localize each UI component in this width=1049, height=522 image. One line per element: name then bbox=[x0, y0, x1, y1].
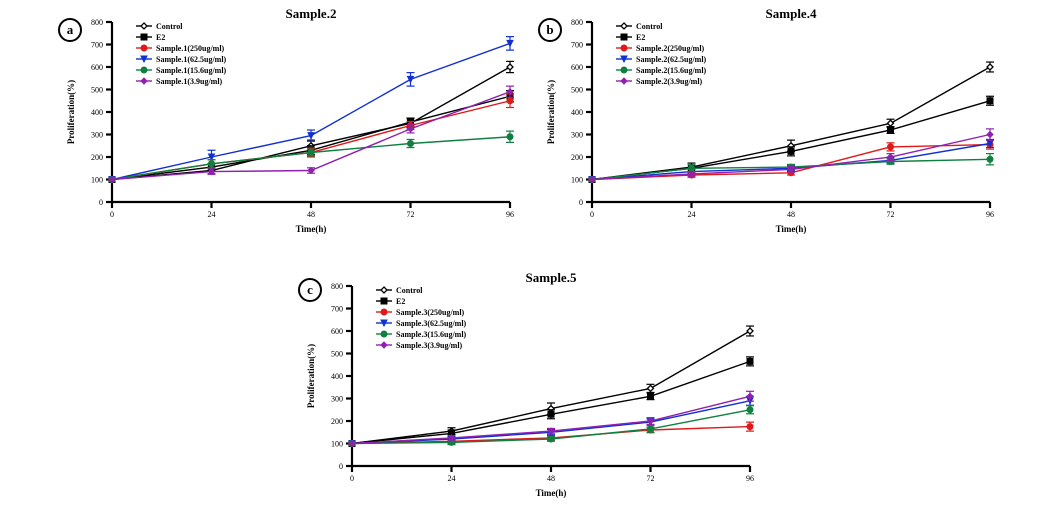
legend-label: Sample.1(62.5ug/ml) bbox=[156, 55, 227, 64]
x-tick-label: 48 bbox=[307, 210, 315, 219]
y-tick-label: 700 bbox=[571, 41, 583, 50]
x-tick-label: 24 bbox=[448, 474, 456, 483]
y-tick-label: 800 bbox=[91, 18, 103, 27]
x-tick-label: 0 bbox=[110, 210, 114, 219]
x-axis-label: Time(h) bbox=[296, 224, 327, 234]
legend: Control E2 Sample.3(250ug/ml) Sample.3(62.5… bbox=[376, 286, 467, 350]
legend-label: Sample.3(250ug/ml) bbox=[396, 308, 465, 317]
x-tick-label: 72 bbox=[647, 474, 655, 483]
y-tick-label: 200 bbox=[571, 153, 583, 162]
x-axis-label: Time(h) bbox=[536, 488, 567, 498]
y-axis-label: Proliferation(%) bbox=[306, 344, 316, 408]
legend-label: Sample.3(62.5ug/ml) bbox=[396, 319, 467, 328]
y-tick-label: 500 bbox=[571, 86, 583, 95]
legend-label: E2 bbox=[636, 33, 645, 42]
y-tick-label: 700 bbox=[91, 41, 103, 50]
chart-panel-c: 0 100 200 300 400 500 600 700 800 0 24 48 72 96 Time(h… bbox=[298, 270, 758, 500]
y-tick-label: 800 bbox=[571, 18, 583, 27]
x-tick-label: 96 bbox=[986, 210, 994, 219]
legend: Control E2 Sample.2(250ug/ml) Sample.2(62.5… bbox=[616, 22, 707, 86]
y-tick-label: 0 bbox=[579, 198, 583, 207]
y-tick-label: 200 bbox=[91, 153, 103, 162]
y-tick-label: 700 bbox=[331, 305, 343, 314]
x-axis-label: Time(h) bbox=[776, 224, 807, 234]
legend-label: Sample.2(250ug/ml) bbox=[636, 44, 705, 53]
x-tick-label: 72 bbox=[407, 210, 415, 219]
legend-label: Control bbox=[636, 22, 663, 31]
x-tick-label: 0 bbox=[350, 474, 354, 483]
legend-label: E2 bbox=[156, 33, 165, 42]
legend-label: Control bbox=[156, 22, 183, 31]
y-tick-label: 100 bbox=[571, 176, 583, 185]
panel-badge-b: b bbox=[538, 18, 562, 42]
legend-label: Sample.2(3.9ug/ml) bbox=[636, 77, 703, 86]
x-tick-label: 96 bbox=[746, 474, 754, 483]
y-tick-label: 100 bbox=[331, 440, 343, 449]
y-axis-label: Proliferation(%) bbox=[66, 80, 76, 144]
y-tick-label: 500 bbox=[91, 86, 103, 95]
panel-badge-a: a bbox=[58, 18, 82, 42]
y-tick-label: 0 bbox=[99, 198, 103, 207]
y-tick-label: 600 bbox=[571, 63, 583, 72]
legend-label: Sample.3(3.9ug/ml) bbox=[396, 341, 463, 350]
y-tick-label: 300 bbox=[331, 395, 343, 404]
legend: Control E2 Sample.1(250ug/ml) Sample.1(62.5… bbox=[136, 22, 227, 86]
chart-title: Sample.5 bbox=[526, 270, 577, 285]
legend-label: Control bbox=[396, 286, 423, 295]
legend-label: Sample.1(3.9ug/ml) bbox=[156, 77, 223, 86]
x-tick-label: 72 bbox=[887, 210, 895, 219]
y-tick-label: 600 bbox=[331, 327, 343, 336]
y-tick-label: 200 bbox=[331, 417, 343, 426]
chart-title: Sample.4 bbox=[766, 6, 817, 21]
legend-label: Sample.3(15.6ug/ml) bbox=[396, 330, 467, 339]
x-tick-label: 48 bbox=[547, 474, 555, 483]
y-tick-label: 400 bbox=[571, 108, 583, 117]
x-tick-label: 24 bbox=[208, 210, 216, 219]
y-tick-label: 300 bbox=[571, 131, 583, 140]
x-tick-label: 96 bbox=[506, 210, 514, 219]
y-tick-label: 500 bbox=[331, 350, 343, 359]
figure: a b c 0 100 200 300 400 500 600 700 800 0 24 48 72 96… bbox=[0, 0, 1049, 522]
panel-badge-c: c bbox=[298, 278, 322, 302]
legend-label: Sample.2(62.5ug/ml) bbox=[636, 55, 707, 64]
legend-label: Sample.2(15.6ug/ml) bbox=[636, 66, 707, 75]
legend-label: Sample.1(250ug/ml) bbox=[156, 44, 225, 53]
y-tick-label: 400 bbox=[331, 372, 343, 381]
x-tick-label: 24 bbox=[688, 210, 696, 219]
y-tick-label: 0 bbox=[339, 462, 343, 471]
y-tick-label: 100 bbox=[91, 176, 103, 185]
y-tick-label: 600 bbox=[91, 63, 103, 72]
y-tick-label: 300 bbox=[91, 131, 103, 140]
chart-panel-a: 0 100 200 300 400 500 600 700 800 0 24 48 72 96 Time(h… bbox=[58, 6, 518, 236]
legend-label: Sample.1(15.6ug/ml) bbox=[156, 66, 227, 75]
chart-title: Sample.2 bbox=[286, 6, 337, 21]
legend-label: E2 bbox=[396, 297, 405, 306]
x-tick-label: 0 bbox=[590, 210, 594, 219]
y-tick-label: 400 bbox=[91, 108, 103, 117]
x-tick-label: 48 bbox=[787, 210, 795, 219]
chart-panel-b: 0 100 200 300 400 500 600 700 800 0 24 48 72 96 Time(h… bbox=[538, 6, 998, 236]
y-axis-label: Proliferation(%) bbox=[546, 80, 556, 144]
y-tick-label: 800 bbox=[331, 282, 343, 291]
